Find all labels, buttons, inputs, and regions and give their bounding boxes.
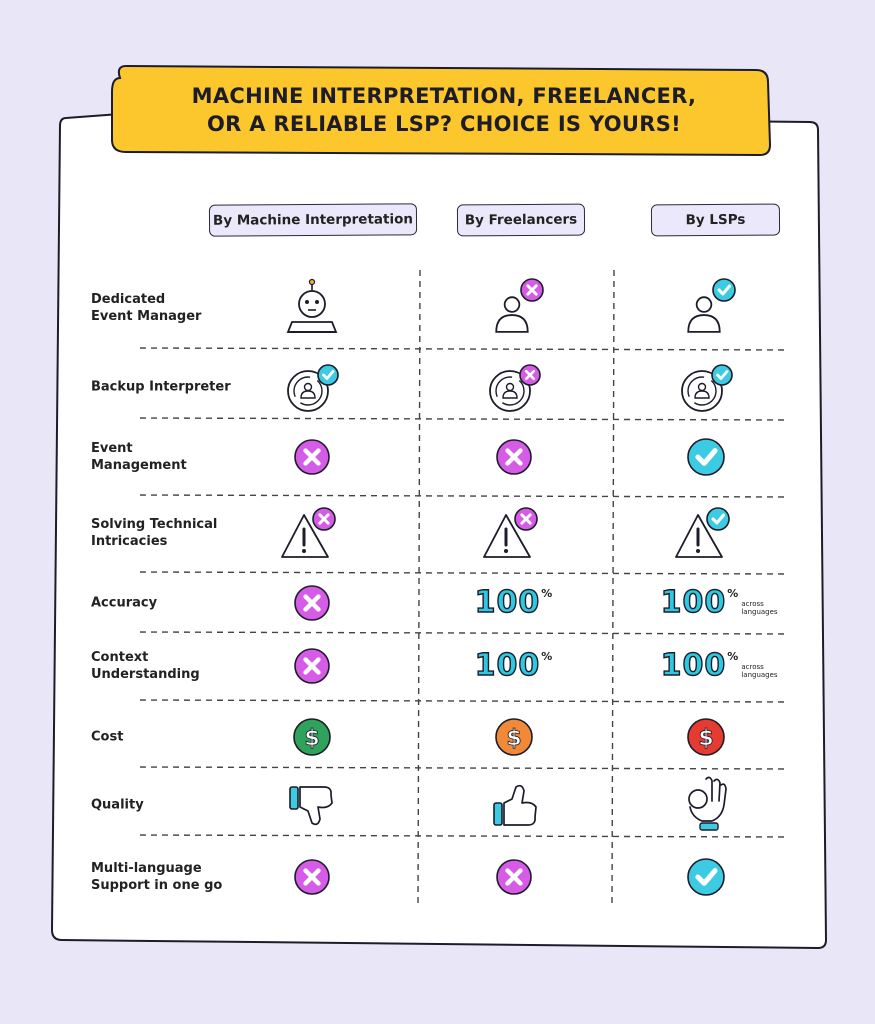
cross-icon bbox=[267, 568, 357, 638]
svg-text:$: $ bbox=[698, 726, 713, 751]
percent-sign: % bbox=[727, 650, 740, 663]
backup-cross-icon bbox=[469, 352, 559, 422]
value-number: 100 bbox=[660, 585, 727, 620]
row-label: Quality bbox=[91, 797, 144, 813]
backup-check-icon bbox=[661, 352, 751, 422]
row-label: Dedicated Event Manager bbox=[91, 292, 202, 324]
hundred-value: 100% across languages bbox=[660, 648, 778, 683]
across-languages-note: across languages bbox=[741, 663, 778, 679]
person-check-icon bbox=[661, 273, 751, 343]
value-number: 100 bbox=[474, 585, 541, 620]
percent-sign: % bbox=[727, 587, 740, 600]
thumbs-up-icon bbox=[469, 770, 559, 840]
person-cross-icon bbox=[469, 273, 559, 343]
check-icon bbox=[661, 422, 751, 492]
percent-sign: % bbox=[541, 650, 554, 663]
dollar-icon: $ bbox=[661, 702, 751, 772]
row-label: Context Understanding bbox=[91, 650, 200, 682]
row-label: Accuracy bbox=[91, 595, 158, 611]
value-number: 100 bbox=[660, 648, 727, 683]
hundred-value: 100% bbox=[474, 648, 554, 683]
hundred-value: 100% across languages bbox=[660, 585, 778, 620]
row-label: Backup Interpreter bbox=[91, 379, 231, 395]
dollar-icon: $ bbox=[267, 702, 357, 772]
cross-icon bbox=[469, 842, 559, 912]
warning-cross-icon bbox=[267, 498, 357, 568]
percent-sign: % bbox=[541, 587, 554, 600]
row-label: Event Management bbox=[91, 441, 187, 473]
percentage-value: 100% across languages bbox=[655, 631, 778, 701]
column-header-machine: By Machine Interpretation bbox=[208, 203, 418, 237]
value-number: 100 bbox=[474, 648, 541, 683]
row-label: Multi-language Support in one go bbox=[91, 861, 223, 893]
percentage-value: 100% bbox=[469, 631, 559, 701]
cross-icon bbox=[267, 631, 357, 701]
svg-text:$: $ bbox=[506, 726, 521, 751]
title-banner bbox=[111, 64, 772, 157]
row-label: Solving Technical Intricacies bbox=[91, 517, 218, 549]
warning-check-icon bbox=[661, 498, 751, 568]
warning-cross-icon bbox=[469, 498, 559, 568]
page-title: MACHINE INTERPRETATION, FREELANCER, OR A… bbox=[191, 84, 697, 136]
percentage-value: 100% across languages bbox=[655, 568, 778, 638]
cross-icon bbox=[469, 422, 559, 492]
hundred-value: 100% bbox=[474, 585, 554, 620]
cross-icon bbox=[267, 842, 357, 912]
column-header-freelancers: By Freelancers bbox=[456, 203, 586, 237]
across-languages-note: across languages bbox=[741, 600, 778, 616]
dollar-icon: $ bbox=[469, 702, 559, 772]
grid-dividers bbox=[139, 269, 789, 906]
svg-text:$: $ bbox=[304, 726, 319, 751]
cross-icon bbox=[267, 422, 357, 492]
backup-check-icon bbox=[267, 352, 357, 422]
check-icon bbox=[661, 842, 751, 912]
column-header-lsps: By LSPs bbox=[650, 203, 781, 237]
percentage-value: 100% bbox=[469, 568, 559, 638]
row-label: Cost bbox=[91, 729, 124, 745]
robot-icon bbox=[267, 273, 357, 343]
thumbs-down-icon bbox=[267, 770, 357, 840]
ok-hand-icon bbox=[661, 770, 751, 840]
